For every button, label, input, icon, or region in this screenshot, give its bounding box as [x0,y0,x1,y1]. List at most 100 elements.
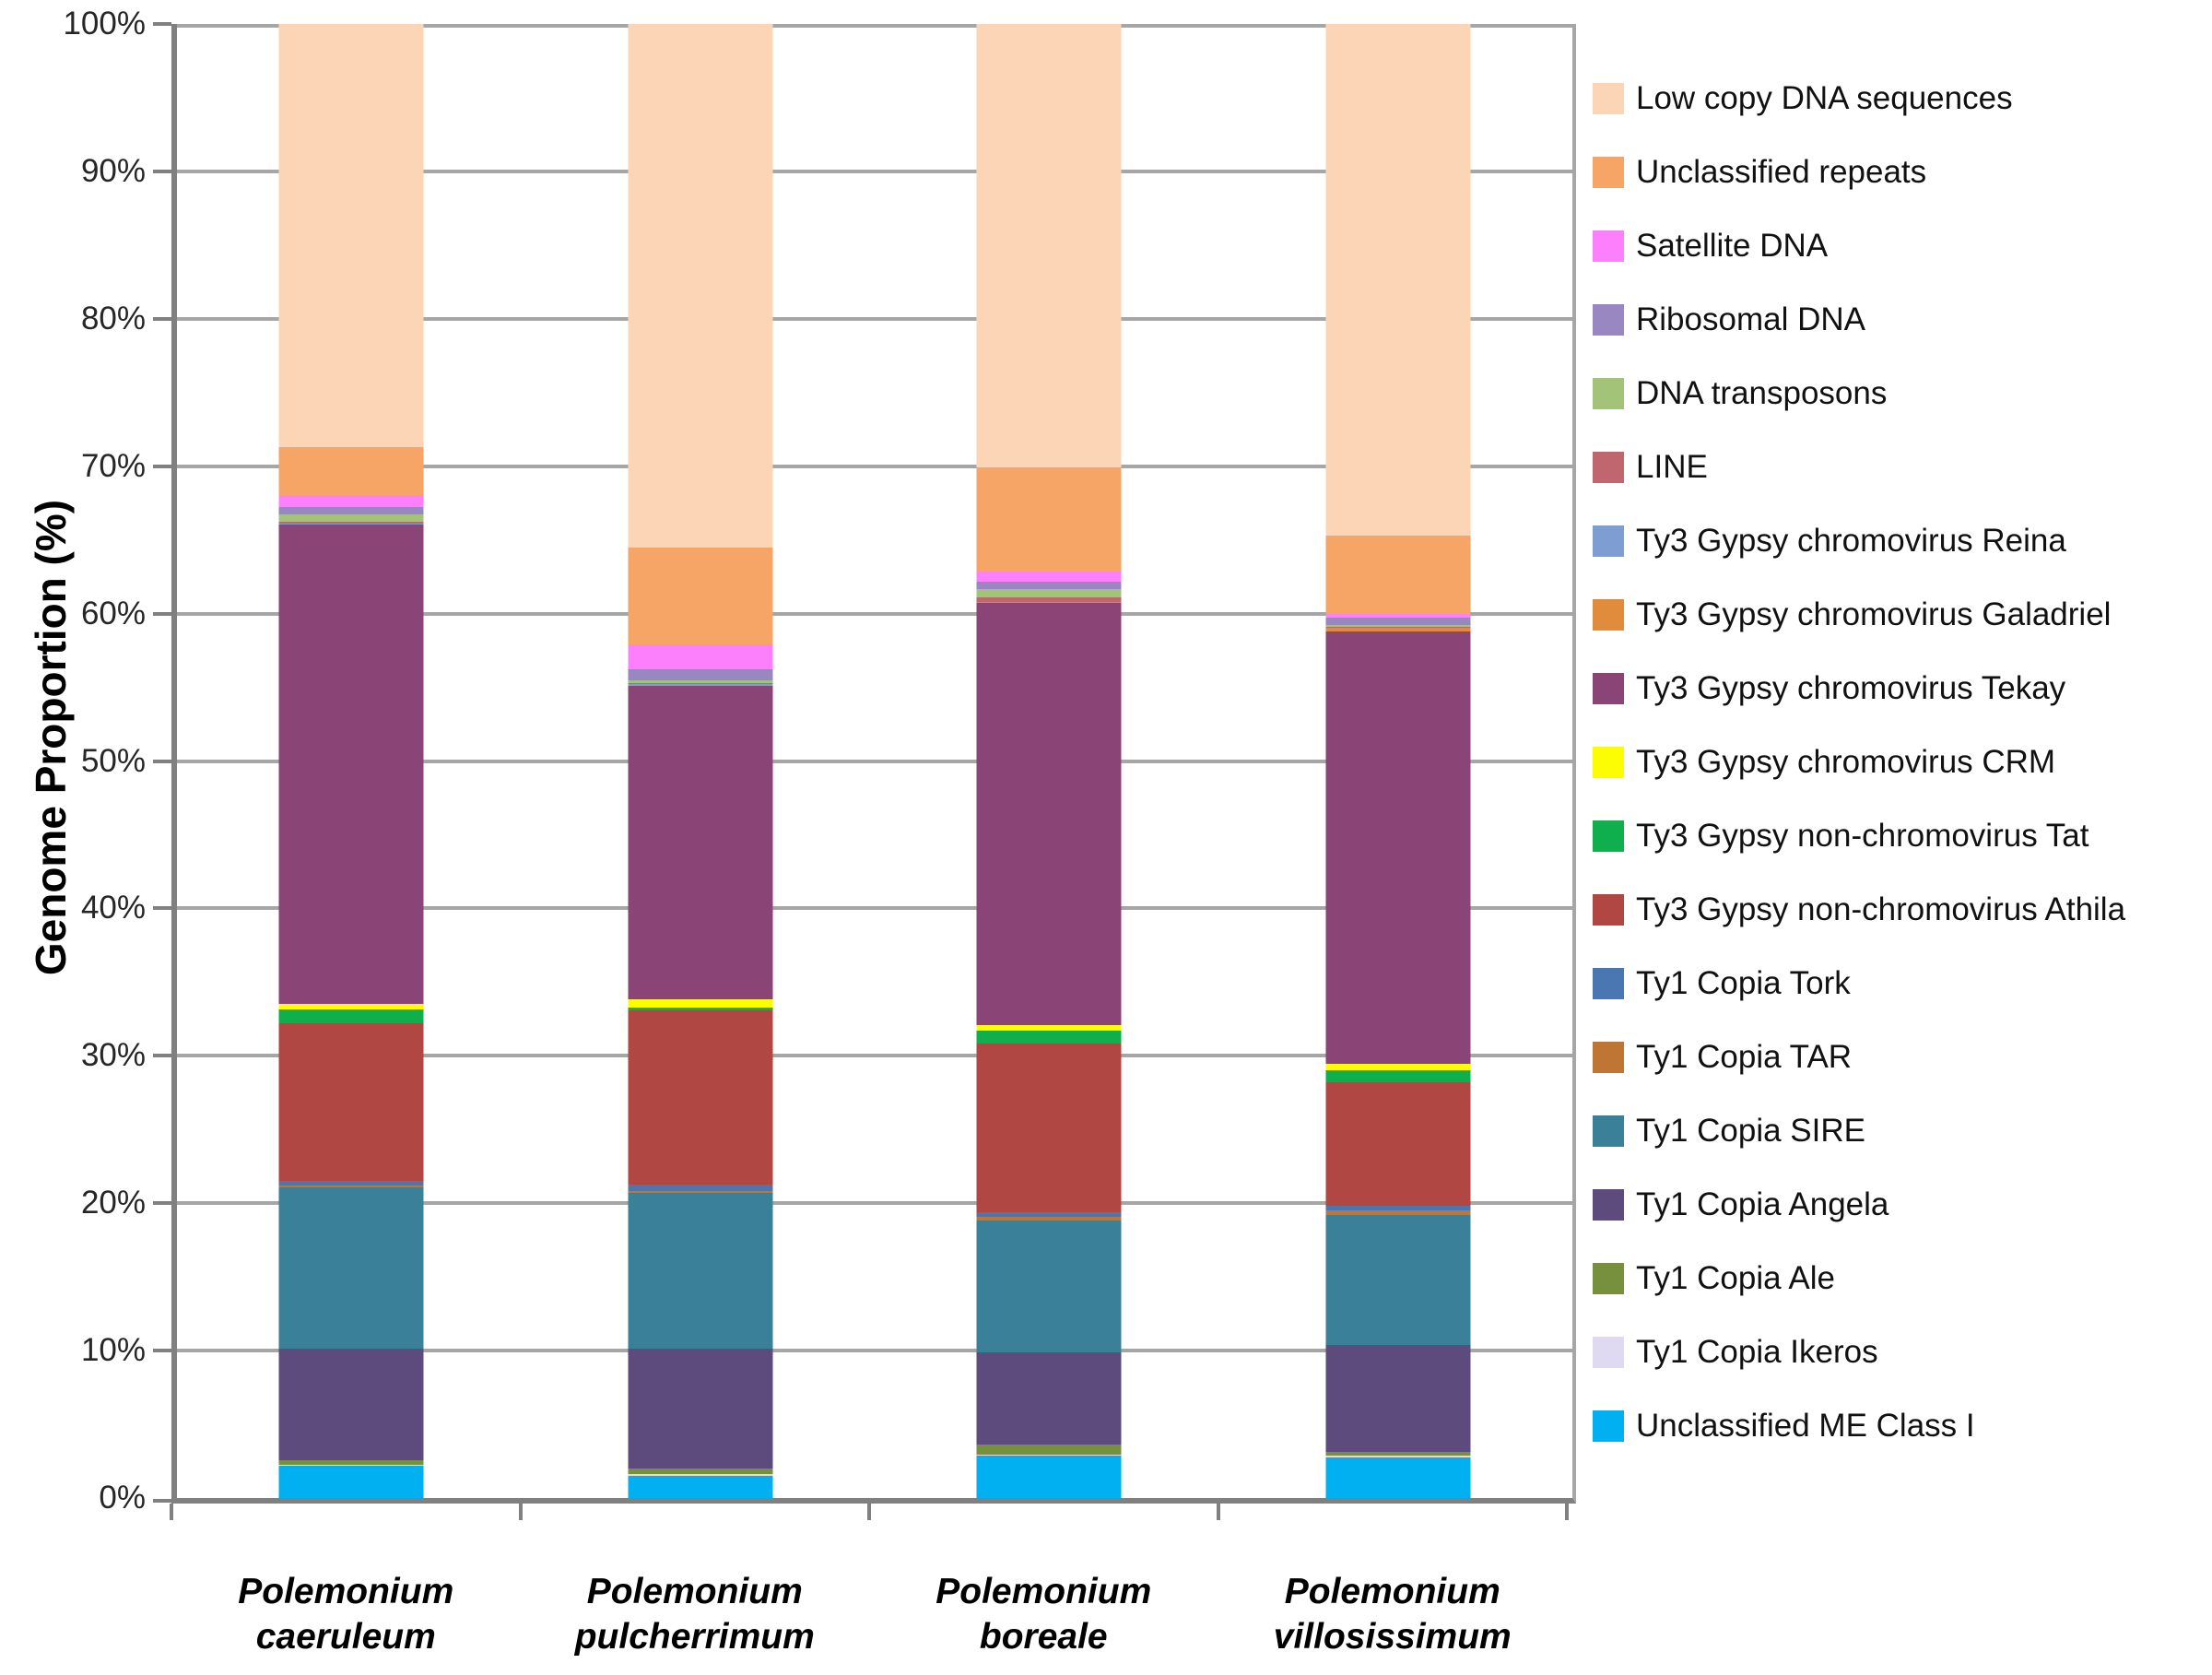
bar-segment-ty3-gypsy-chromovirus-crm [278,1003,424,1010]
legend-label: Ty3 Gypsy chromovirus Reina [1636,523,2066,559]
category-labels-row: Polemonium caeruleum Polemonium pulcherrimu… [171,1569,1567,1659]
bar-segment-ty3-gypsy-non-chromovirus-tat [1325,1070,1471,1082]
stacked-bar-polemonium-villosissimum [1325,24,1471,1498]
bar-slot-2 [526,24,876,1498]
legend-swatch-icon [1593,599,1624,631]
category-label-polemonium-boreale: Polemonium boreale [869,1569,1218,1659]
legend-label: Ribosomal DNA [1636,301,1865,337]
legend-item-ty3-gypsy-chromovirus-galadriel: Ty3 Gypsy chromovirus Galadriel [1593,578,2125,652]
category-label-genus: Polemonium [1284,1572,1500,1611]
gridline-50 [177,759,1572,763]
y-tick-mark [153,464,171,468]
bar-segment-ribosomal-dna [278,507,424,515]
bar-segment-ty1-copia-angela [1325,1345,1471,1453]
legend-item-dna-transposons: DNA transposons [1593,357,2125,431]
bar-segment-low-copy-dna-sequences [976,24,1122,468]
y-axis-title: Genome Proportion (%) [27,499,75,976]
legend-swatch-icon [1593,1263,1624,1294]
y-tick-label-60: 60% [80,595,146,631]
legend-item-ty1-copia-ale: Ty1 Copia Ale [1593,1242,2125,1315]
y-tick-mark [153,611,171,616]
bar-segment-ty3-gypsy-chromovirus-reina [278,523,424,525]
bar-segment-line [628,682,773,685]
y-tick-mark [153,1499,171,1503]
bar-segment-unclassified-repeats [278,446,424,495]
legend-label: Unclassified ME Class I [1636,1408,1975,1444]
bar-segment-ty1-copia-ikeros [1325,1456,1471,1457]
category-label-genus: Polemonium [586,1572,803,1611]
y-tick-label-100: 100% [63,6,146,41]
y-tick-mark [153,906,171,911]
gridline-80 [177,316,1572,321]
bar-segment-ty1-copia-ikeros [976,1454,1122,1456]
bar-segment-ty3-gypsy-chromovirus-crm [1325,1064,1471,1071]
bar-segment-unclassified-repeats [628,547,773,645]
legend-item-ribosomal-dna: Ribosomal DNA [1593,283,2125,357]
bar-segment-dna-transposons [278,514,424,523]
bar-segment-line [278,522,424,524]
legend-item-ty1-copia-angela: Ty1 Copia Angela [1593,1168,2125,1242]
x-tick-mark [170,1504,173,1520]
y-tick-mark [153,1201,171,1206]
legend-item-ty3-gypsy-non-chromovirus-tat: Ty3 Gypsy non-chromovirus Tat [1593,799,2125,873]
x-tick-mark [1216,1504,1220,1520]
legend-swatch-icon [1593,157,1624,188]
bar-segment-ty3-gypsy-chromovirus-reina [628,684,773,686]
category-label-genus: Polemonium [238,1572,454,1611]
legend-swatch-icon [1593,673,1624,704]
bar-segment-ribosomal-dna [1325,618,1471,626]
bar-segment-unclassified-repeats [1325,535,1471,614]
y-tick-label-70: 70% [80,447,146,484]
legend-item-ty1-copia-sire: Ty1 Copia SIRE [1593,1094,2125,1168]
bar-segment-ty3-gypsy-non-chromovirus-athila [628,1009,773,1185]
bar-segment-ty1-copia-sire [628,1192,773,1350]
bar-segment-ty1-copia-angela [976,1351,1122,1445]
legend-item-ty3-gypsy-chromovirus-crm: Ty3 Gypsy chromovirus CRM [1593,725,2125,799]
legend-label: Ty1 Copia Angela [1636,1186,1889,1222]
stacked-bar-polemonium-caeruleum [278,24,424,1498]
bar-segment-ty1-copia-tork [976,1211,1122,1217]
gridline-10 [177,1349,1572,1353]
bar-segment-ty3-gypsy-chromovirus-tekay [976,603,1122,1025]
y-tick-label-20: 20% [80,1185,146,1221]
plot-area [171,24,1576,1504]
legend-label: Ty3 Gypsy non-chromovirus Athila [1636,891,2126,927]
legend: Low copy DNA sequences Unclassified repea… [1593,62,2125,1463]
legend-item-ty1-copia-tar: Ty1 Copia TAR [1593,1020,2125,1094]
bars-layer [177,24,1572,1498]
legend-swatch-icon [1593,452,1624,483]
bar-segment-unclassified-me-class-i [278,1465,424,1498]
y-tick-label-10: 10% [80,1332,146,1369]
category-label-polemonium-caeruleum: Polemonium caeruleum [171,1569,521,1659]
legend-item-ty1-copia-ikeros: Ty1 Copia Ikeros [1593,1315,2125,1389]
bar-segment-unclassified-repeats [976,467,1122,572]
legend-swatch-icon [1593,83,1624,114]
bar-segment-dna-transposons [976,589,1122,597]
x-tick-mark [518,1504,523,1520]
bar-slot-3 [875,24,1224,1498]
bar-segment-ty1-copia-tar [278,1185,424,1188]
y-tick-mark [153,316,171,321]
bar-segment-ty1-copia-tork [278,1180,424,1186]
legend-swatch-icon [1593,1410,1624,1442]
x-tick-mark [1565,1504,1569,1520]
legend-item-satellite-dna: Satellite DNA [1593,209,2125,283]
bar-segment-low-copy-dna-sequences [628,24,773,548]
legend-label: Ty1 Copia Tork [1636,965,1851,1001]
y-tick-label-30: 30% [80,1037,146,1074]
legend-label: Ty1 Copia Ale [1636,1260,1835,1296]
bar-segment-ty3-gypsy-non-chromovirus-athila [278,1022,424,1181]
bar-segment-ty3-gypsy-chromovirus-tekay [628,685,773,1000]
bar-segment-ty1-copia-sire [278,1187,424,1349]
legend-swatch-icon [1593,525,1624,557]
bar-segment-ty3-gypsy-chromovirus-tekay [278,525,424,1004]
legend-label: Ty3 Gypsy chromovirus CRM [1636,744,2056,780]
bar-segment-ty1-copia-tar [1325,1210,1471,1215]
bar-segment-unclassified-me-class-i [1325,1457,1471,1498]
bar-segment-ty1-copia-tork [628,1185,773,1191]
y-tick-mark [153,22,171,26]
bar-segment-ty1-copia-ikeros [278,1464,424,1466]
bar-segment-unclassified-me-class-i [628,1475,773,1498]
bar-segment-ty1-copia-angela [278,1348,424,1461]
legend-label: Low copy DNA sequences [1636,80,2013,116]
